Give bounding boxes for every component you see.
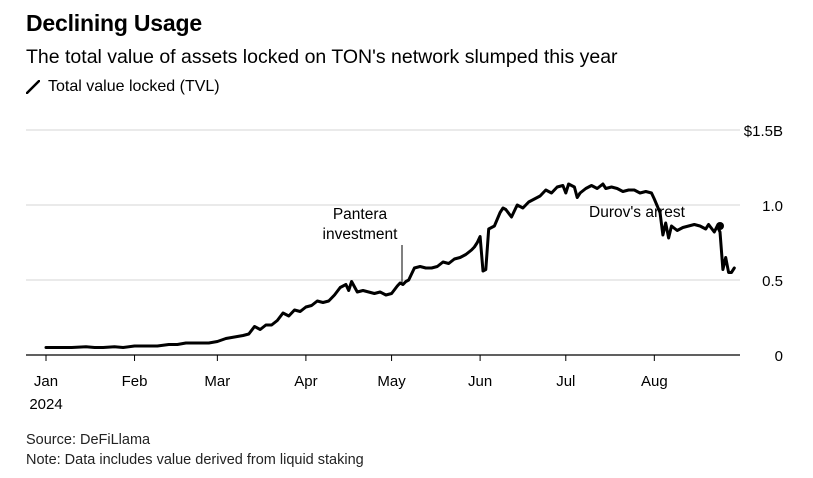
x-tick-label: Jul — [556, 373, 575, 390]
x-tick-label: Jan — [34, 373, 58, 390]
annotation-text: Pantera — [333, 206, 388, 223]
series-line — [44, 182, 736, 349]
x-year-label: 2024 — [29, 396, 62, 413]
x-tick-label: Apr — [294, 373, 317, 390]
y-tick-label: 0 — [775, 348, 783, 365]
x-tick-label: May — [377, 373, 406, 390]
x-tick-label: Aug — [641, 373, 668, 390]
legend: Total value locked (TVL) — [26, 78, 220, 96]
annotation-text: Durov's arrest — [589, 204, 686, 221]
annotation-text: investment — [323, 226, 399, 243]
line-legend-icon — [26, 80, 40, 94]
annotation-marker — [716, 222, 725, 230]
legend-label: Total value locked (TVL) — [48, 78, 220, 95]
y-tick-label: 0.5 — [762, 273, 783, 290]
x-tick-label: Mar — [204, 373, 230, 390]
y-tick-label: 1.0 — [762, 198, 783, 215]
source-note: Source: DeFiLlama — [26, 432, 151, 448]
data-note: Note: Data includes value derived from l… — [26, 452, 364, 468]
y-tick-label: $1.5B — [744, 123, 783, 140]
chart-subtitle: The total value of assets locked on TON'… — [26, 46, 618, 68]
x-tick-label: Feb — [122, 373, 148, 390]
chart-title: Declining Usage — [26, 10, 202, 36]
x-tick-label: Jun — [468, 373, 492, 390]
